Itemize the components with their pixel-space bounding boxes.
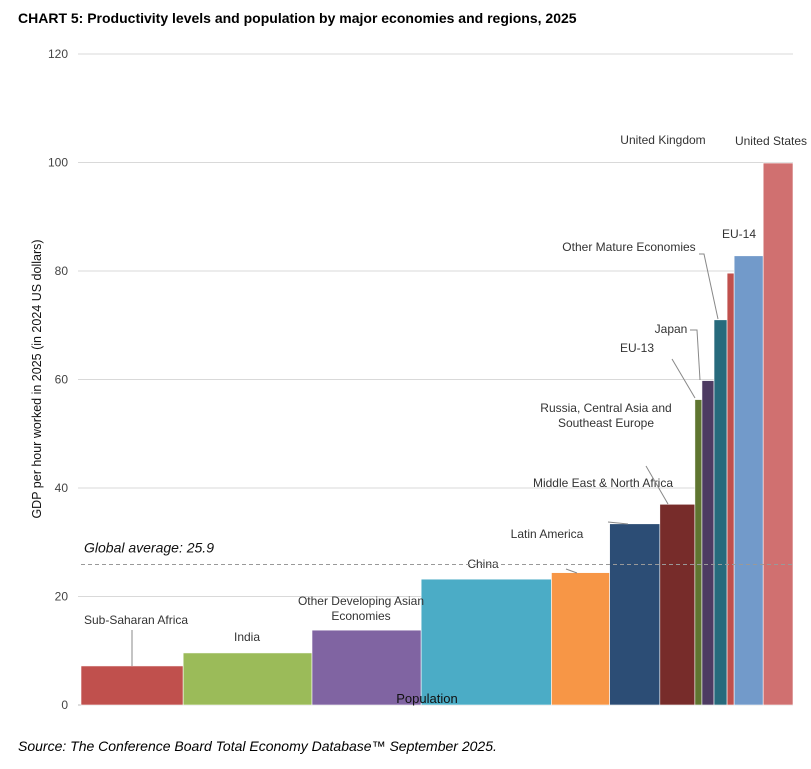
productivity-chart: 0 20 40 60 80 100 120 Sub-Saharan Africa India O… xyxy=(30,47,807,712)
bar-label: India xyxy=(234,630,260,644)
bar-label: United Kingdom xyxy=(620,133,705,147)
bar-label: Japan xyxy=(655,322,688,336)
y-tick-label: 0 xyxy=(61,698,68,712)
label-leader-line xyxy=(645,465,669,505)
y-tick-label: 120 xyxy=(48,47,68,61)
label-leader-line xyxy=(607,521,629,525)
bar-label: EU-14 xyxy=(722,227,756,241)
bars xyxy=(80,162,794,706)
bar-label: Other Developing Asian Economies xyxy=(298,594,424,623)
source-note: Source: The Conference Board Total Econo… xyxy=(18,738,497,754)
y-tick-label: 100 xyxy=(48,156,68,170)
bar-sub-saharan-africa xyxy=(80,665,184,706)
label-leader-line xyxy=(565,568,578,574)
bar-other-mature-economies xyxy=(713,319,728,706)
bar-india xyxy=(182,652,313,706)
label-leader-line xyxy=(671,358,696,399)
bar-united-states xyxy=(762,162,794,706)
bar-middle-east-north-africa xyxy=(609,523,661,706)
label-leader-line xyxy=(690,329,701,381)
global-average-label: Global average: 25.9 xyxy=(84,539,214,555)
bar-labels: Sub-Saharan Africa India Other Developing … xyxy=(84,133,807,666)
bar-japan xyxy=(701,380,715,706)
x-axis-label: Population xyxy=(396,691,457,706)
bar-label: Sub-Saharan Africa xyxy=(84,613,188,627)
y-tick-label: 80 xyxy=(55,264,69,278)
y-axis-label: GDP per hour worked in 2025 (in 2024 US … xyxy=(30,239,44,518)
bar-united-kingdom xyxy=(726,272,735,706)
y-tick-label: 20 xyxy=(55,590,69,604)
bar-label: United States xyxy=(735,134,807,148)
bar-eu-13 xyxy=(694,399,703,706)
bar-other-developing-asian-economies xyxy=(311,629,422,706)
bar-label: Other Mature Economies xyxy=(562,240,695,254)
y-tick-label: 40 xyxy=(55,481,69,495)
bar-label: Russia, Central Asia and Southeast Europe xyxy=(540,401,671,430)
y-axis-ticks: 0 20 40 60 80 100 120 xyxy=(48,47,68,712)
bar-russia-central-asia-and-southeast-europe xyxy=(659,503,696,706)
bar-label: Latin America xyxy=(511,527,584,541)
bar-latin-america xyxy=(551,572,610,706)
bar-china xyxy=(420,578,552,706)
label-leader-line xyxy=(699,253,719,320)
chart-title: CHART 5: Productivity levels and populat… xyxy=(18,10,577,26)
y-tick-label: 60 xyxy=(55,373,69,387)
bar-label: EU-13 xyxy=(620,341,654,355)
bar-eu-14 xyxy=(733,255,764,706)
bar-label: Middle East & North Africa xyxy=(533,476,673,490)
